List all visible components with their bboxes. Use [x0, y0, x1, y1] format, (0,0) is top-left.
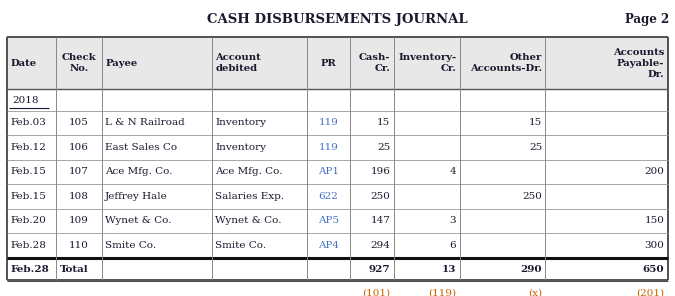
Text: Feb.03: Feb.03: [11, 118, 47, 127]
Text: 119: 119: [319, 118, 339, 127]
Text: 13: 13: [442, 266, 456, 274]
Text: Payee: Payee: [105, 59, 138, 68]
Text: 250: 250: [522, 192, 542, 201]
Text: Check
No.: Check No.: [61, 53, 97, 73]
Text: 196: 196: [371, 167, 390, 176]
Text: Wynet & Co.: Wynet & Co.: [215, 216, 282, 226]
Text: 294: 294: [371, 241, 390, 250]
Text: 150: 150: [645, 216, 664, 226]
Text: 927: 927: [369, 266, 390, 274]
Text: AP5: AP5: [318, 216, 339, 226]
Text: Jeffrey Hale: Jeffrey Hale: [105, 192, 168, 201]
Text: Other
Accounts-Dr.: Other Accounts-Dr.: [470, 53, 542, 73]
Text: Feb.28: Feb.28: [11, 266, 49, 274]
Text: 107: 107: [69, 167, 89, 176]
Text: East Sales Co: East Sales Co: [105, 143, 178, 152]
Text: (201): (201): [636, 288, 664, 296]
Text: 15: 15: [529, 118, 542, 127]
Text: 4: 4: [450, 167, 456, 176]
Text: AP1: AP1: [318, 167, 339, 176]
Text: Accounts
Payable-
Dr.: Accounts Payable- Dr.: [613, 48, 664, 79]
Text: 300: 300: [645, 241, 664, 250]
Text: 25: 25: [377, 143, 390, 152]
Bar: [7, 89, 668, 111]
Bar: [7, 135, 668, 160]
Text: 147: 147: [371, 216, 390, 226]
Text: 290: 290: [520, 266, 542, 274]
Text: PR: PR: [321, 59, 336, 68]
Text: 108: 108: [69, 192, 89, 201]
Text: Smite Co.: Smite Co.: [105, 241, 157, 250]
Text: Feb.15: Feb.15: [11, 192, 47, 201]
Text: Wynet & Co.: Wynet & Co.: [105, 216, 171, 226]
Text: 25: 25: [529, 143, 542, 152]
Text: Ace Mfg. Co.: Ace Mfg. Co.: [215, 167, 283, 176]
Text: L & N Railroad: L & N Railroad: [105, 118, 185, 127]
Text: AP4: AP4: [318, 241, 339, 250]
Text: Feb.28: Feb.28: [11, 241, 47, 250]
Text: 109: 109: [69, 216, 89, 226]
Bar: [7, 111, 668, 135]
Text: Cash-
Cr.: Cash- Cr.: [358, 53, 390, 73]
Text: 119: 119: [319, 143, 339, 152]
Text: 250: 250: [371, 192, 390, 201]
Text: Feb.15: Feb.15: [11, 167, 47, 176]
Text: Inventory: Inventory: [215, 143, 267, 152]
Text: Salaries Exp.: Salaries Exp.: [215, 192, 285, 201]
Bar: [7, 233, 668, 258]
Text: 200: 200: [645, 167, 664, 176]
Text: 622: 622: [319, 192, 339, 201]
Bar: [7, 282, 668, 296]
Text: 15: 15: [377, 118, 390, 127]
Text: Feb.20: Feb.20: [11, 216, 47, 226]
Text: Total: Total: [59, 266, 88, 274]
Text: Page 2: Page 2: [625, 13, 670, 26]
Text: Feb.12: Feb.12: [11, 143, 47, 152]
Text: Inventory: Inventory: [215, 118, 267, 127]
Bar: [7, 160, 668, 184]
Text: (119): (119): [428, 288, 456, 296]
Text: (x): (x): [528, 288, 542, 296]
Bar: [7, 184, 668, 209]
Text: CASH DISBURSEMENTS JOURNAL: CASH DISBURSEMENTS JOURNAL: [207, 13, 468, 26]
Text: Smite Co.: Smite Co.: [215, 241, 267, 250]
Text: 110: 110: [69, 241, 89, 250]
Text: Account
debited: Account debited: [215, 53, 261, 73]
Text: Date: Date: [11, 59, 37, 68]
Bar: [7, 258, 668, 282]
Text: 3: 3: [450, 216, 456, 226]
Text: 105: 105: [69, 118, 89, 127]
Text: 2018: 2018: [12, 96, 38, 104]
Text: (101): (101): [362, 288, 390, 296]
Text: Ace Mfg. Co.: Ace Mfg. Co.: [105, 167, 173, 176]
Bar: [7, 209, 668, 233]
Text: 6: 6: [450, 241, 456, 250]
Text: 650: 650: [643, 266, 664, 274]
Bar: [7, 37, 668, 89]
Text: 106: 106: [69, 143, 89, 152]
Text: Inventory-
Cr.: Inventory- Cr.: [398, 53, 456, 73]
